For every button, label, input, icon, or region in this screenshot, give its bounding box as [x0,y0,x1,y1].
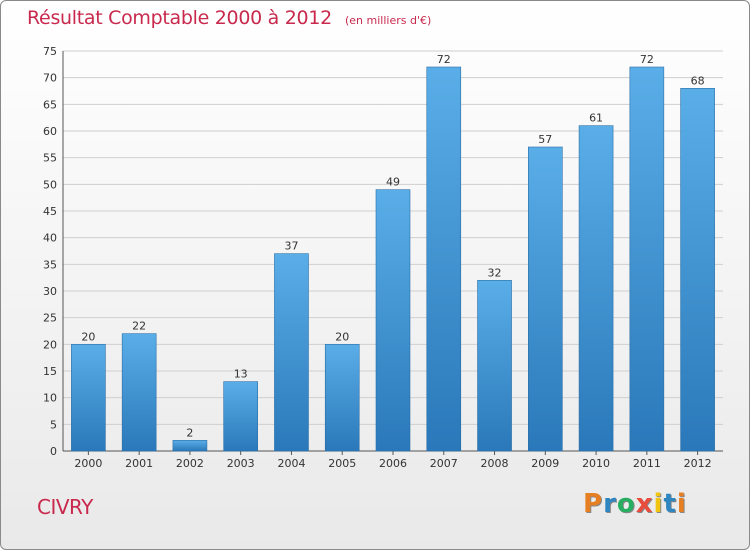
x-tick-label: 2003 [227,457,255,470]
data-label: 49 [386,176,400,189]
y-tick-label: 50 [43,178,57,191]
logo-letter: i [676,489,687,519]
bar-2000 [71,344,106,452]
x-tick-label: 2004 [277,457,305,470]
bar-2007 [426,66,462,452]
bar-2012 [680,88,715,452]
data-label: 72 [437,53,451,66]
bar-2011 [629,66,665,452]
y-tick-label: 45 [43,205,57,218]
y-tick-label: 20 [43,338,57,351]
data-label: 37 [284,240,298,253]
x-tick-label: 2002 [176,457,204,470]
x-tick-label: 2005 [328,457,356,470]
y-tick-label: 25 [43,312,57,325]
x-tick-label: 2010 [582,457,610,470]
bar-2003 [223,381,258,452]
y-tick-label: 15 [43,365,57,378]
x-tick-label: 2009 [531,457,559,470]
y-tick-label: 75 [43,45,57,58]
data-label: 13 [234,368,248,381]
y-tick-label: 55 [43,152,57,165]
y-tick-label: 30 [43,285,57,298]
data-label: 20 [335,330,349,343]
data-label: 32 [488,266,502,279]
data-label: 72 [640,53,654,66]
y-tick-label: 0 [50,445,57,458]
bar-2002 [172,440,208,452]
y-tick-label: 5 [50,418,57,431]
logo-letter: P [583,489,604,519]
logo-letter: o [616,489,636,519]
y-tick-label: 10 [43,392,57,405]
proxiti-logo: Proxiti [583,489,687,519]
x-tick-label: 2008 [481,457,509,470]
place-name: CIVRY [37,495,93,519]
unit-label: (en milliers d'€) [344,14,432,27]
data-label: 68 [691,74,705,87]
logo-letter: i [653,489,664,519]
data-label: 61 [589,112,603,125]
bar-2001 [121,333,157,452]
x-tick-label: 2007 [430,457,458,470]
y-tick-label: 60 [43,125,57,138]
x-tick-label: 2000 [74,457,102,470]
data-label: 22 [132,320,146,333]
bar-2010 [578,125,614,452]
x-tick-label: 2011 [633,457,661,470]
bar-2004 [274,253,309,452]
chart-title: Résultat Comptable 2000 à 2012 [27,7,332,29]
x-tick-label: 2001 [125,457,153,470]
data-label: 20 [81,330,95,343]
logo-letter: t [663,489,677,519]
bar-2008 [477,280,512,452]
data-label: 2 [186,426,193,439]
y-tick-label: 65 [43,98,57,111]
y-tick-label: 70 [43,72,57,85]
y-tick-label: 35 [43,258,57,271]
bar-2005 [324,344,360,452]
data-label: 57 [538,133,552,146]
logo-letter: r [603,489,617,519]
bar-2006 [375,189,411,452]
logo-letter: x [635,489,654,519]
title-row: Résultat Comptable 2000 à 2012 (en milli… [27,7,431,29]
x-tick-label: 2012 [684,457,712,470]
y-tick-label: 40 [43,232,57,245]
bar-2009 [528,146,563,452]
x-tick-label: 2006 [379,457,407,470]
